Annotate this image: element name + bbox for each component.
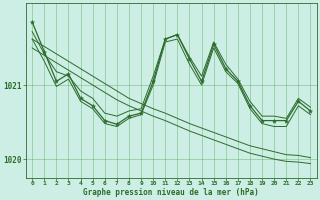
X-axis label: Graphe pression niveau de la mer (hPa): Graphe pression niveau de la mer (hPa) [84,188,259,197]
